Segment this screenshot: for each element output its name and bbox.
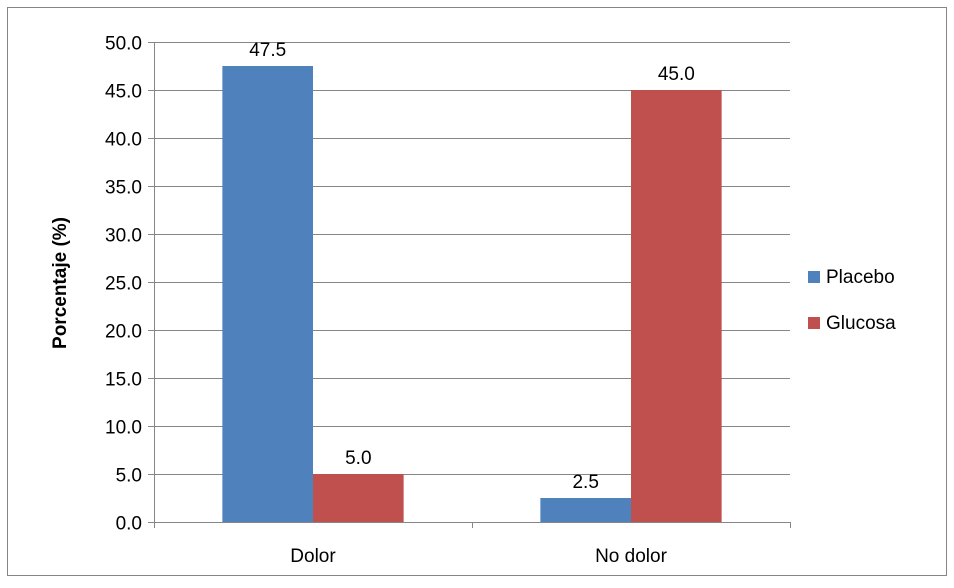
y-axis-title: Porcentaje (%) <box>50 217 71 349</box>
legend-label-glucosa: Glucosa <box>826 313 896 334</box>
y-tick-label: 15.0 <box>105 370 142 391</box>
legend: Placebo Glucosa <box>808 267 896 334</box>
chart-border <box>7 7 947 576</box>
y-tick-label: 40.0 <box>105 130 142 151</box>
bar-glucosa-no-dolor <box>631 90 722 522</box>
y-tick-label: 0.0 <box>116 514 142 535</box>
data-label: 45.0 <box>658 64 695 85</box>
axes: 0.0 5.0 10.0 15.0 20.0 25.0 30.0 35.0 40.0 45.0 50… <box>105 34 791 567</box>
legend-swatch-glucosa <box>808 317 820 329</box>
bar-placebo-dolor <box>222 66 313 522</box>
y-tick-label: 20.0 <box>105 322 142 343</box>
y-tick-label: 10.0 <box>105 418 142 439</box>
bar-glucosa-dolor <box>313 474 404 522</box>
legend-swatch-placebo <box>808 271 820 283</box>
y-tick-label: 50.0 <box>105 34 142 55</box>
legend-label-placebo: Placebo <box>826 267 895 288</box>
bar-placebo-no-dolor <box>540 498 631 522</box>
data-label: 2.5 <box>572 472 598 493</box>
x-category-label: Dolor <box>290 546 336 567</box>
y-tick-label: 25.0 <box>105 274 142 295</box>
y-tick-label: 45.0 <box>105 82 142 103</box>
y-tick-label: 30.0 <box>105 226 142 247</box>
y-tick-label: 5.0 <box>116 466 142 487</box>
data-label: 5.0 <box>345 448 371 469</box>
data-label: 47.5 <box>249 40 286 61</box>
bars <box>222 66 722 522</box>
y-tick-label: 35.0 <box>105 178 142 199</box>
x-category-label: No dolor <box>595 546 667 567</box>
data-labels: 47.5 2.5 5.0 45.0 <box>249 40 695 493</box>
